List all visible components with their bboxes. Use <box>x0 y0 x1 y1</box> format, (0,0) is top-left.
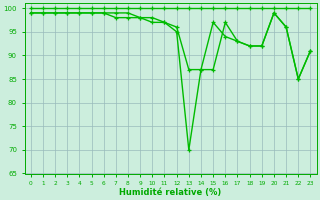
X-axis label: Humidité relative (%): Humidité relative (%) <box>119 188 222 197</box>
